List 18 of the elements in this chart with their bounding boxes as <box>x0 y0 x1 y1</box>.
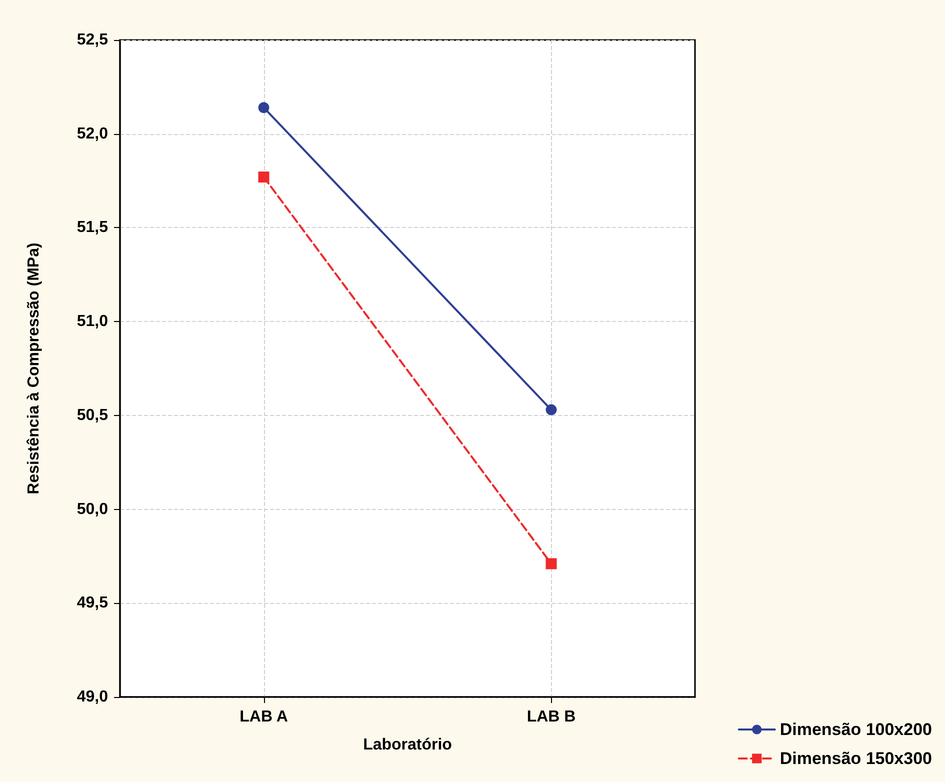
y-tick-label: 51,0 <box>76 313 108 330</box>
legend-label: Dimensão 150x300 <box>780 749 932 768</box>
y-tick-label: 50,0 <box>76 500 108 518</box>
y-tick-label: 49,0 <box>76 688 108 706</box>
point <box>258 102 270 114</box>
y-axis-title: Resistência à Compressão (MPa) <box>26 242 42 494</box>
legend-label: Dimensão 100x200 <box>780 720 932 739</box>
y-tick-label: 52,5 <box>76 32 108 48</box>
point <box>546 404 557 416</box>
point <box>546 558 557 570</box>
y-tick-label: 52,0 <box>76 125 108 142</box>
y-tick-label: 49,5 <box>76 594 108 612</box>
y-tick-label: 51,5 <box>76 219 108 236</box>
x-axis-title: Laboratório <box>363 736 452 754</box>
point <box>258 172 270 183</box>
x-tick-label: LAB A <box>240 708 288 726</box>
x-tick-label: LAB B <box>526 708 576 726</box>
y-tick-label: 50,5 <box>76 406 108 424</box>
